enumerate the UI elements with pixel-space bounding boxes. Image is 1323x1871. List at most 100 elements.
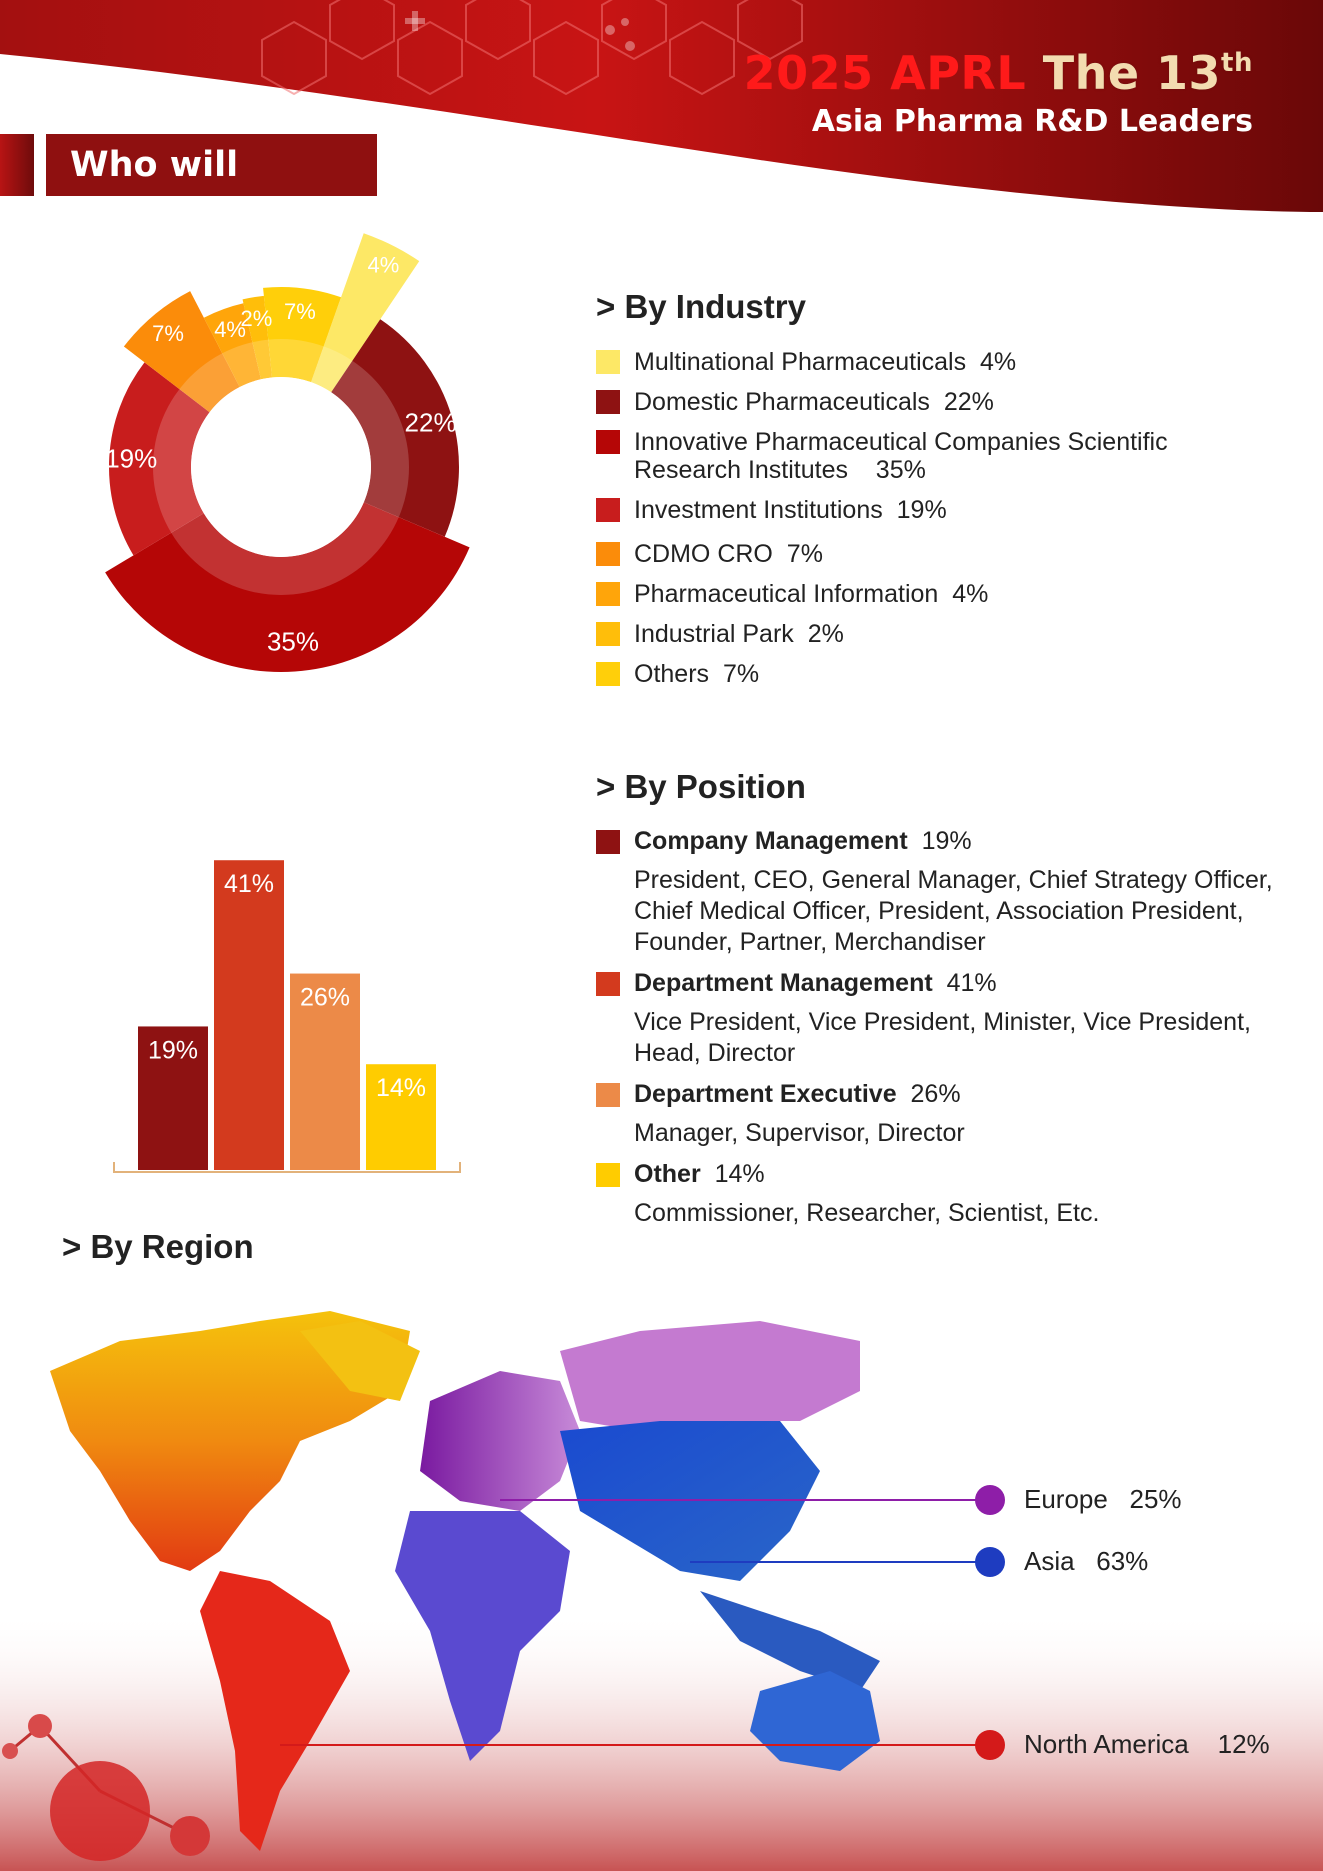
position-value: 19%	[921, 827, 972, 855]
legend-value: 19%	[896, 496, 947, 524]
legend-item-pharma-info: Pharmaceutical Information 4%	[634, 580, 988, 608]
donut-label-domestic: 22%	[405, 408, 457, 438]
bar-label-other: 14%	[376, 1074, 426, 1102]
position-label: Department Management	[634, 969, 933, 997]
legend-swatch-investment	[596, 498, 620, 522]
position-description: Commissioner, Researcher, Scientist, Etc…	[634, 1199, 1100, 1227]
legend-value: 4%	[952, 580, 989, 608]
section-tab-accent	[0, 134, 34, 196]
legend-item-investment: Investment Institutions 19%	[634, 496, 947, 524]
legend-value: 7%	[722, 660, 760, 688]
event-title: 2025 APRL The 13th	[744, 46, 1253, 100]
donut-slice-others	[263, 287, 342, 383]
legend-swatch-other	[596, 1163, 620, 1187]
region-name: North America	[1024, 1729, 1189, 1759]
position-description: President, CEO, General Manager, Chief S…	[634, 866, 1273, 956]
legend-swatch-domestic	[596, 390, 620, 414]
bar-label-department-management: 41%	[224, 870, 274, 898]
position-item-company-management: Company Management 19%	[634, 827, 972, 856]
region-value: 25%	[1129, 1484, 1182, 1514]
bar-department-management	[214, 860, 284, 1170]
donut-hole	[191, 377, 371, 557]
event-edition-number: The 13	[1042, 46, 1222, 100]
donut-label-others: 7%	[284, 299, 316, 324]
russia-shape	[560, 1321, 860, 1431]
region-label-asia: Asia 63%	[1024, 1546, 1148, 1577]
position-label: Company Management	[634, 827, 908, 855]
industry-donut-chart: 4%22%35%19%7% 4%2% 7%	[105, 233, 470, 672]
bar-label-department-executive: 26%	[300, 984, 350, 1012]
donut-slice-investment	[109, 362, 210, 556]
legend-label: CDMO CRO	[634, 540, 773, 568]
by-position-heading: > By Position	[596, 768, 806, 805]
position-label: Other	[634, 1160, 701, 1188]
region-marker-asia	[975, 1547, 1005, 1577]
legend-swatch-cdmo	[596, 542, 620, 566]
legend-value: 35%	[875, 456, 926, 484]
donut-slice-cdmo	[123, 291, 240, 413]
position-value: 41%	[946, 969, 997, 997]
legend-swatch-company-management	[596, 830, 620, 854]
north-america-shape	[50, 1311, 420, 1571]
position-item-other: Other 14%	[634, 1160, 765, 1189]
donut-slice-domestic	[331, 319, 459, 537]
position-item-department-executive: Department Executive 26%	[634, 1080, 961, 1109]
legend-swatch-department-executive	[596, 1083, 620, 1107]
region-value: 12%	[1217, 1729, 1270, 1759]
legend-label: Innovative Pharmaceutical Companies Scie…	[634, 428, 1168, 456]
legend-label: Domestic Pharmaceuticals	[634, 388, 930, 416]
region-label-europe: Europe 25%	[1024, 1484, 1182, 1515]
legend-swatch-department-management	[596, 972, 620, 996]
donut-label-multinational: 4%	[367, 252, 399, 277]
legend-value: 22%	[943, 388, 994, 416]
legend-label: Multinational Pharmaceuticals	[634, 348, 967, 376]
legend-label: Industrial Park	[634, 620, 794, 648]
bar-other	[366, 1064, 436, 1170]
europe-shape	[420, 1371, 580, 1511]
legend-item-domestic: Domestic Pharmaceuticals 22%	[634, 388, 994, 416]
bar-label-company-management: 19%	[148, 1036, 198, 1064]
legend-value: 2%	[807, 620, 844, 648]
event-edition: The 13th	[1043, 46, 1253, 100]
event-subtitle: Asia Pharma R&D Leaders	[811, 104, 1253, 139]
donut-label-pharma-info: 4%	[214, 317, 246, 342]
legend-swatch-innovative	[596, 430, 620, 454]
legend-swatch-pharma-info	[596, 582, 620, 606]
position-description: Vice President, Vice President, Minister…	[634, 1008, 1251, 1067]
who-will-attend-heading: Who will attend	[46, 134, 377, 247]
africa-shape	[395, 1511, 570, 1761]
by-industry-heading: > By Industry	[596, 288, 806, 325]
donut-slice-pharma-info	[203, 303, 261, 388]
donut-label-industrial-park: 2%	[240, 306, 272, 331]
position-value: 26%	[910, 1080, 961, 1108]
legend-item-innovative: Innovative Pharmaceutical Companies Scie…	[634, 428, 1168, 484]
event-year: 2025 APRL	[743, 46, 1027, 100]
molecule-decoration	[2, 1714, 210, 1861]
position-value: 14%	[714, 1160, 765, 1188]
header-banner	[0, 0, 1323, 212]
legend-label-line2: Research Institutes	[634, 456, 848, 484]
legend-swatch-others	[596, 662, 620, 686]
donut-slice-multinational	[311, 233, 420, 393]
legend-item-multinational: Multinational Pharmaceuticals 4%	[634, 348, 1016, 376]
donut-label-investment: 19%	[105, 443, 157, 473]
position-item-department-management: Department Management 41%	[634, 969, 997, 998]
by-region-heading: > By Region	[62, 1228, 254, 1265]
legend-item-cdmo: CDMO CRO 7%	[634, 540, 823, 568]
region-name: Europe	[1024, 1484, 1108, 1514]
position-bar-chart: 19% 41% 26% 14%	[113, 860, 461, 1173]
position-label: Department Executive	[634, 1080, 897, 1108]
region-value: 63%	[1096, 1546, 1149, 1576]
region-marker-north-america	[975, 1730, 1005, 1760]
position-description: Manager, Supervisor, Director	[634, 1119, 965, 1147]
legend-item-others: Others 7%	[634, 660, 759, 688]
region-marker-europe	[975, 1485, 1005, 1515]
legend-label: Pharmaceutical Information	[634, 580, 939, 608]
legend-item-industrial-park: Industrial Park 2%	[634, 620, 844, 648]
donut-slice-innovative	[105, 502, 470, 672]
donut-label-cdmo: 7%	[152, 321, 184, 346]
bar-department-executive	[290, 973, 360, 1170]
legend-value: 4%	[980, 348, 1017, 376]
world-map	[0, 1311, 1323, 1871]
connector-lines	[280, 1499, 990, 1746]
